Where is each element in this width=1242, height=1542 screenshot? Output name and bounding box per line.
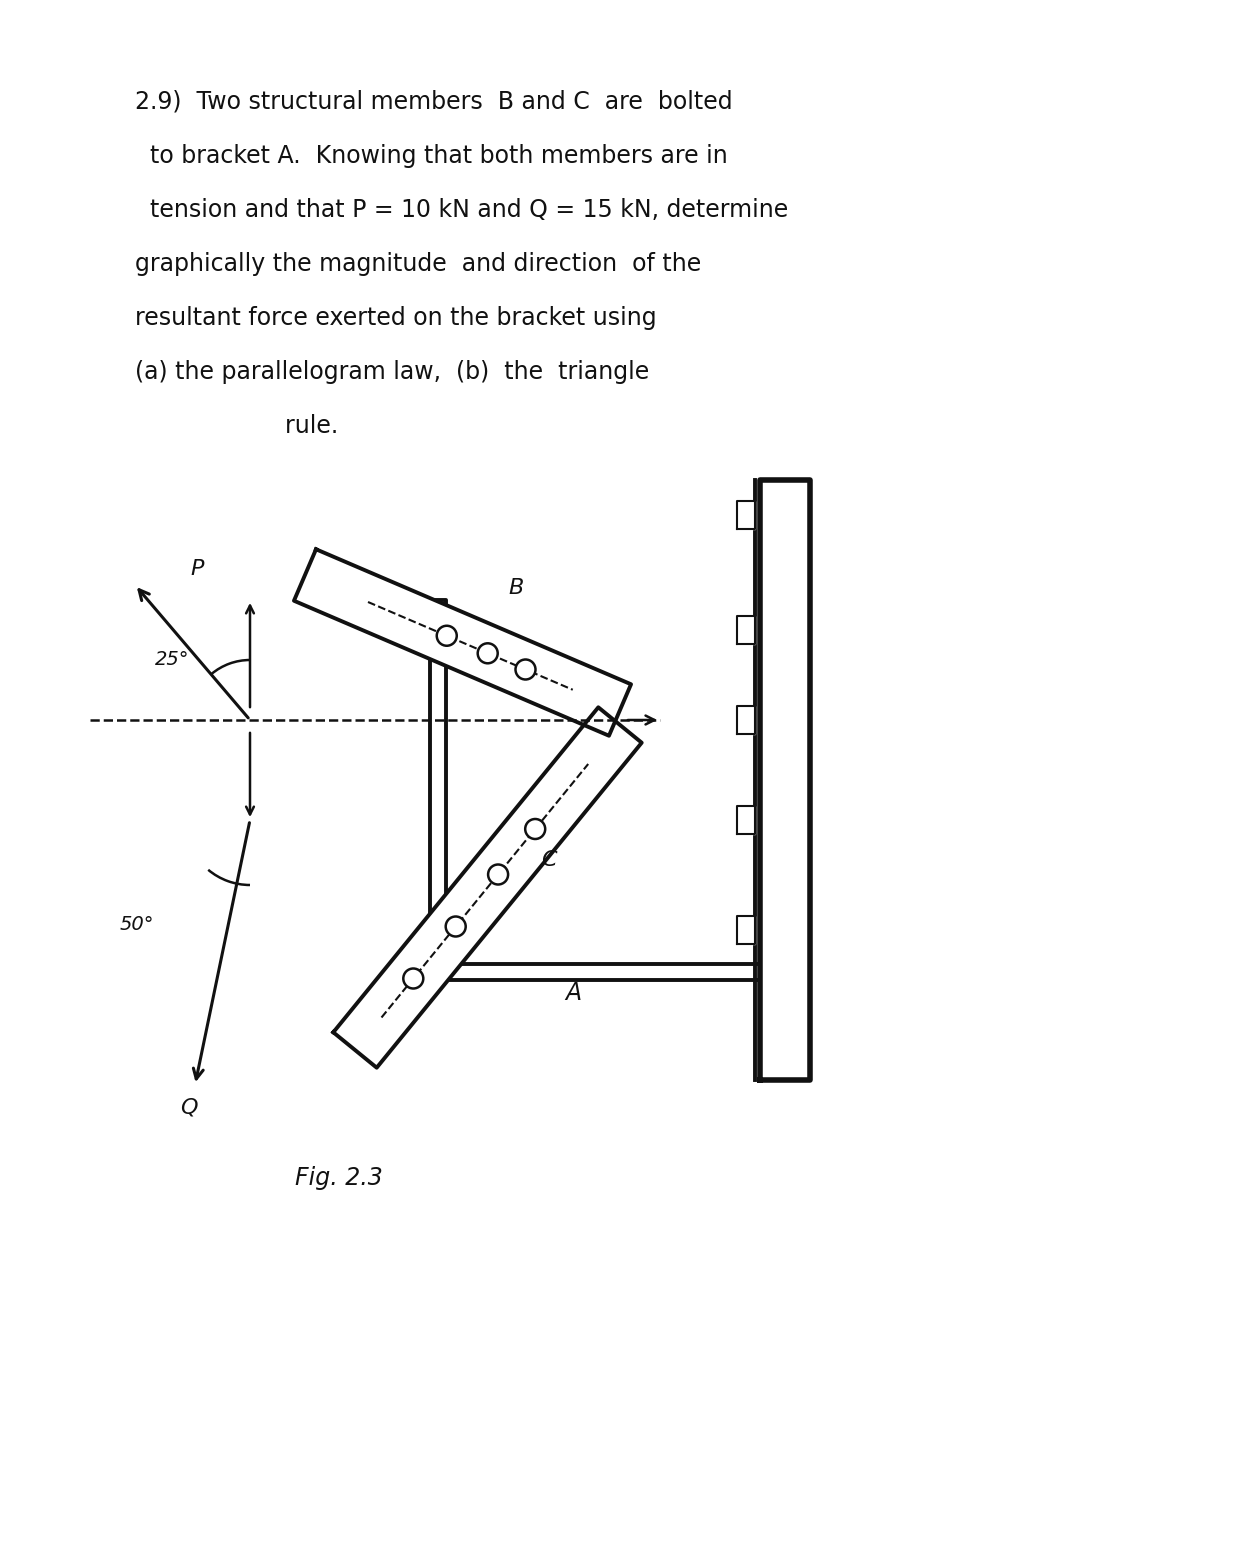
- Text: tension and that P = 10 kN and Q = 15 kN, determine: tension and that P = 10 kN and Q = 15 kN…: [135, 197, 789, 222]
- Text: resultant force exerted on the bracket using: resultant force exerted on the bracket u…: [135, 305, 657, 330]
- Text: to bracket A.  Knowing that both members are in: to bracket A. Knowing that both members …: [135, 143, 728, 168]
- Circle shape: [525, 819, 545, 839]
- Polygon shape: [760, 480, 810, 1079]
- Text: C: C: [542, 851, 556, 871]
- Polygon shape: [737, 916, 755, 944]
- Polygon shape: [430, 964, 760, 981]
- Text: graphically the magnitude  and direction  of the: graphically the magnitude and direction …: [135, 251, 702, 276]
- Circle shape: [404, 968, 424, 988]
- Text: (a) the parallelogram law,  (b)  the  triangle: (a) the parallelogram law, (b) the trian…: [135, 359, 650, 384]
- Text: rule.: rule.: [135, 413, 338, 438]
- Polygon shape: [737, 806, 755, 834]
- Text: A: A: [565, 981, 581, 1005]
- Polygon shape: [737, 501, 755, 529]
- Polygon shape: [333, 708, 642, 1067]
- Circle shape: [515, 660, 535, 680]
- Polygon shape: [430, 600, 446, 981]
- Circle shape: [446, 916, 466, 936]
- Text: B: B: [508, 578, 523, 598]
- Text: Fig. 2.3: Fig. 2.3: [296, 1166, 383, 1190]
- Circle shape: [488, 865, 508, 885]
- Circle shape: [478, 643, 498, 663]
- Text: Q: Q: [180, 1096, 197, 1116]
- Text: 25°: 25°: [155, 651, 190, 669]
- Polygon shape: [737, 615, 755, 645]
- Text: 2.9)  Two structural members  B and C  are  bolted: 2.9) Two structural members B and C are …: [135, 89, 733, 114]
- Text: P: P: [190, 560, 204, 578]
- Circle shape: [437, 626, 457, 646]
- Polygon shape: [294, 549, 631, 736]
- Polygon shape: [737, 706, 755, 734]
- Text: 50°: 50°: [120, 914, 154, 934]
